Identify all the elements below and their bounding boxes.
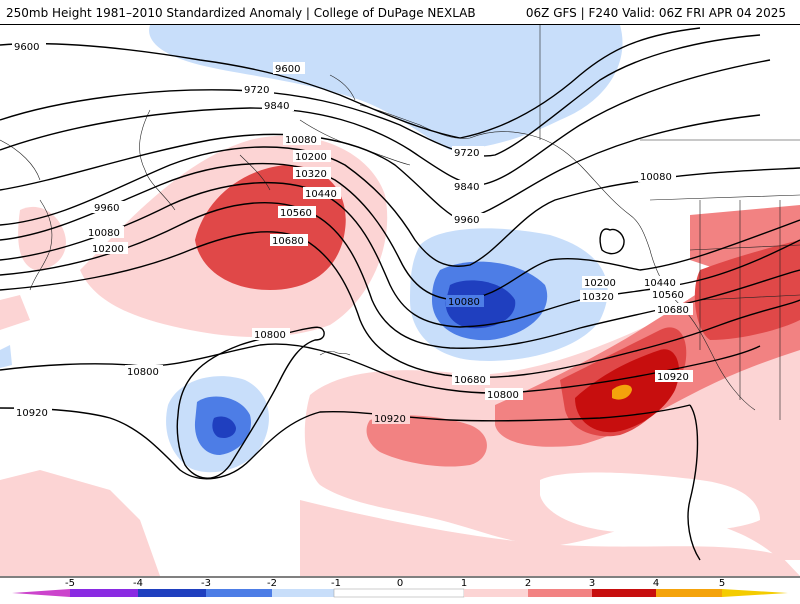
colorbar-segment-neg4 bbox=[70, 589, 138, 597]
contour-label: 9720 bbox=[452, 146, 484, 159]
colorbar-tick: -1 bbox=[331, 578, 341, 589]
svg-text:9720: 9720 bbox=[454, 148, 479, 159]
colorbar-tick: 3 bbox=[589, 578, 595, 589]
svg-text:10320: 10320 bbox=[295, 169, 327, 180]
contour-label: 10200 bbox=[293, 150, 331, 163]
contour-label: 9600 bbox=[12, 40, 46, 53]
svg-text:9840: 9840 bbox=[264, 101, 289, 112]
colorbar-tick: 2 bbox=[525, 578, 531, 589]
colorbar-segment-pos5 bbox=[722, 589, 788, 597]
svg-text:10680: 10680 bbox=[454, 375, 486, 386]
svg-text:10080: 10080 bbox=[88, 228, 120, 239]
svg-text:9960: 9960 bbox=[94, 203, 119, 214]
svg-text:10200: 10200 bbox=[295, 152, 327, 163]
contour-label: 10080 bbox=[446, 295, 484, 308]
height-contours bbox=[0, 27, 800, 561]
contour-label: 10560 bbox=[278, 206, 316, 219]
colorbar-segment-neg1 bbox=[272, 589, 334, 597]
model-run-info: 06Z GFS | F240 Valid: 06Z FRI APR 04 202… bbox=[525, 6, 786, 20]
colorbar-tick: 4 bbox=[653, 578, 659, 589]
svg-text:10680: 10680 bbox=[272, 236, 304, 247]
contour-label: 10800 bbox=[125, 365, 163, 378]
contour-label: 10920 bbox=[655, 370, 693, 383]
svg-text:10440: 10440 bbox=[644, 278, 676, 289]
contour-label: 9600 bbox=[273, 62, 305, 75]
colorbar-tick: -2 bbox=[267, 578, 277, 589]
svg-text:10920: 10920 bbox=[374, 414, 406, 425]
svg-text:9600: 9600 bbox=[14, 42, 39, 53]
svg-text:10920: 10920 bbox=[657, 372, 689, 383]
colorbar-tick: -4 bbox=[133, 578, 143, 589]
colorbar-tick: 0 bbox=[397, 578, 403, 589]
svg-text:10440: 10440 bbox=[305, 189, 337, 200]
contour-label: 10320 bbox=[580, 290, 618, 303]
contour-label: 9840 bbox=[452, 180, 484, 193]
colorbar-tick: -5 bbox=[65, 578, 75, 589]
svg-text:10800: 10800 bbox=[487, 390, 519, 401]
contour-label: 10080 bbox=[283, 133, 321, 146]
negative-anomaly-shading bbox=[0, 25, 623, 473]
contour-label: 10920 bbox=[14, 406, 52, 419]
map-panel: 9600 9600 9720 9840 9720 9840 9960 9960 … bbox=[0, 25, 800, 576]
colorbar-segment-pos4 bbox=[656, 589, 722, 597]
map-canvas: 9600 9600 9720 9840 9720 9840 9960 9960 … bbox=[0, 25, 800, 576]
contour-label: 10440 bbox=[303, 187, 341, 200]
contour-label: 10200 bbox=[90, 242, 128, 255]
colorbar-segment-pos2 bbox=[528, 589, 592, 597]
contour-label: 10440 bbox=[642, 276, 680, 289]
svg-text:10560: 10560 bbox=[280, 208, 312, 219]
contour-label: 10680 bbox=[655, 303, 693, 316]
contour-label: 10920 bbox=[372, 412, 410, 425]
contour-label: 10800 bbox=[485, 388, 523, 401]
svg-text:10200: 10200 bbox=[92, 244, 124, 255]
svg-text:10080: 10080 bbox=[640, 172, 672, 183]
anomaly-colorbar: -5 -4 -3 -2 -1 0 1 2 3 4 5 bbox=[0, 576, 800, 600]
colorbar-tick: 1 bbox=[461, 578, 467, 589]
svg-text:10560: 10560 bbox=[652, 290, 684, 301]
svg-text:9960: 9960 bbox=[454, 215, 479, 226]
colorbar-segment-zero bbox=[333, 588, 465, 598]
contour-label: 9960 bbox=[92, 201, 124, 214]
svg-text:9600: 9600 bbox=[275, 64, 300, 75]
contour-label-layer: 9600 9600 9720 9840 9720 9840 9960 9960 … bbox=[12, 40, 693, 425]
contour-label: 10080 bbox=[638, 170, 676, 183]
colorbar-segment-neg5 bbox=[12, 589, 70, 597]
contour-label: 10080 bbox=[86, 226, 124, 239]
svg-text:10800: 10800 bbox=[127, 367, 159, 378]
colorbar-segment-pos1 bbox=[464, 589, 528, 597]
svg-text:10080: 10080 bbox=[448, 297, 480, 308]
header-bar: 250mb Height 1981–2010 Standardized Anom… bbox=[0, 0, 800, 25]
contour-label: 10200 bbox=[582, 276, 620, 289]
svg-text:10800: 10800 bbox=[254, 330, 286, 341]
svg-text:9720: 9720 bbox=[244, 85, 269, 96]
svg-text:10080: 10080 bbox=[285, 135, 317, 146]
colorbar-segment-neg3 bbox=[138, 589, 206, 597]
svg-text:10200: 10200 bbox=[584, 278, 616, 289]
map-title: 250mb Height 1981–2010 Standardized Anom… bbox=[6, 6, 476, 20]
coastlines bbox=[0, 25, 800, 420]
svg-text:10680: 10680 bbox=[657, 305, 689, 316]
contour-label: 10680 bbox=[270, 234, 308, 247]
colorbar-segment-neg2 bbox=[206, 589, 272, 597]
svg-text:10920: 10920 bbox=[16, 408, 48, 419]
contour-label: 9960 bbox=[452, 213, 484, 226]
contour-label: 10320 bbox=[293, 167, 331, 180]
colorbar-segment-pos3 bbox=[592, 589, 656, 597]
contour-label: 9720 bbox=[242, 83, 274, 96]
colorbar-graphic: -5 -4 -3 -2 -1 0 1 2 3 4 5 bbox=[0, 576, 800, 598]
colorbar-tick: -3 bbox=[201, 578, 211, 589]
contour-label: 10680 bbox=[452, 373, 490, 386]
contour-label: 10800 bbox=[252, 328, 290, 341]
contour-label: 9840 bbox=[262, 99, 294, 112]
colorbar-tick: 5 bbox=[719, 578, 725, 589]
svg-text:10320: 10320 bbox=[582, 292, 614, 303]
contour-label: 10560 bbox=[650, 288, 688, 301]
colorbar-tick-labels: -5 -4 -3 -2 -1 0 1 2 3 4 5 bbox=[65, 578, 725, 589]
svg-text:9840: 9840 bbox=[454, 182, 479, 193]
